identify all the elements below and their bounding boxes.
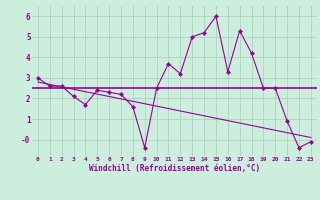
X-axis label: Windchill (Refroidissement éolien,°C): Windchill (Refroidissement éolien,°C) [89,164,260,173]
